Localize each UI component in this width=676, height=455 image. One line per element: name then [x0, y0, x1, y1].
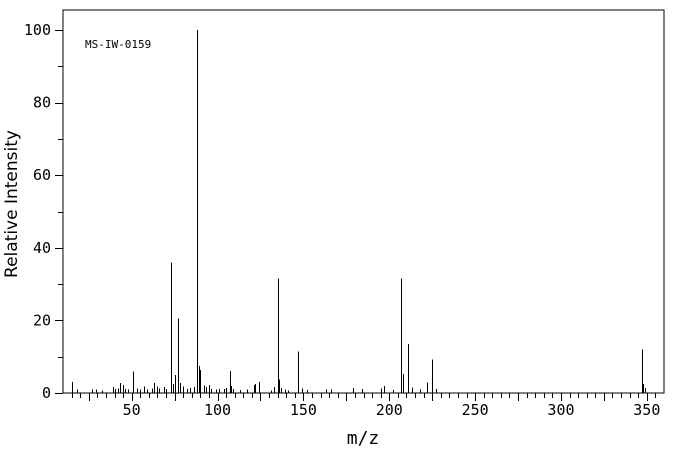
spectrum-id-label: MS-IW-0159	[85, 38, 152, 51]
y-tick-label: 40	[33, 239, 51, 257]
y-tick-label: 0	[42, 384, 51, 402]
x-tick-label: 300	[547, 401, 574, 419]
y-tick-label: 20	[33, 311, 51, 329]
x-tick-label: 250	[462, 401, 489, 419]
y-tick-label: 100	[24, 21, 51, 39]
x-tick-label: 150	[290, 401, 317, 419]
x-tick-label: 350	[633, 401, 660, 419]
x-tick-label: 50	[123, 401, 141, 419]
x-tick-label: 200	[376, 401, 403, 419]
y-axis-title: Relative Intensity	[2, 130, 22, 278]
y-tick-label: 80	[33, 94, 51, 112]
y-tick-label: 60	[33, 166, 51, 184]
x-tick-label: 100	[204, 401, 231, 419]
x-axis-title: m/z	[346, 428, 380, 449]
plot-frame	[62, 9, 665, 394]
